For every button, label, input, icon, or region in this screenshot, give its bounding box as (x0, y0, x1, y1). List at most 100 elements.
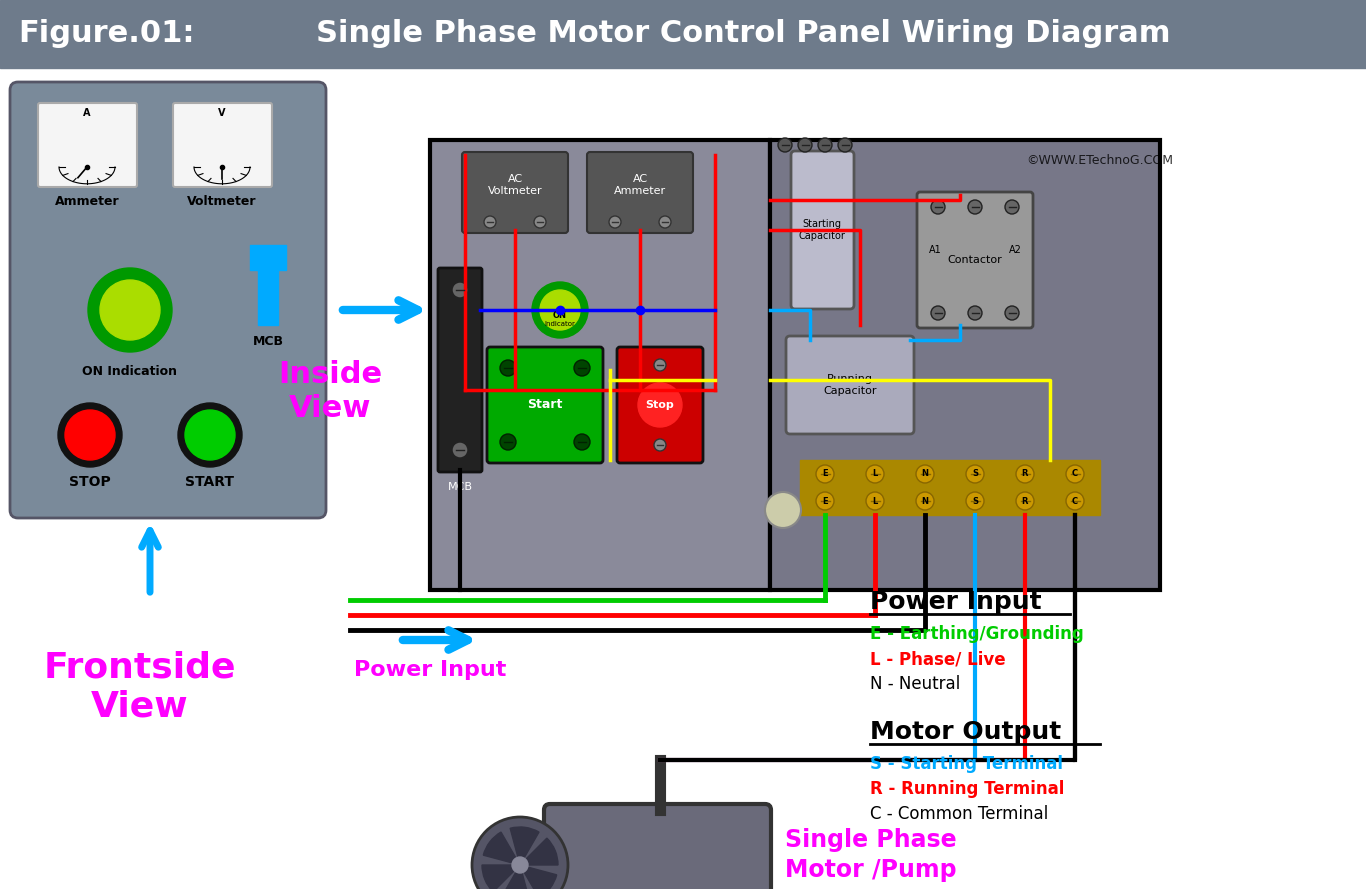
Text: S: S (973, 469, 978, 478)
Text: L - Phase/ Live: L - Phase/ Live (870, 650, 1005, 668)
Text: C: C (1072, 496, 1078, 506)
Circle shape (638, 383, 682, 427)
Text: Power Input: Power Input (354, 660, 507, 680)
Circle shape (1065, 492, 1085, 510)
Wedge shape (482, 865, 520, 889)
Circle shape (966, 465, 984, 483)
Text: S - Starting Terminal: S - Starting Terminal (870, 755, 1063, 773)
Bar (258, 265, 279, 325)
Text: ON Indication: ON Indication (82, 365, 178, 378)
FancyBboxPatch shape (438, 268, 482, 472)
Circle shape (866, 492, 884, 510)
Bar (250, 245, 285, 270)
Text: Start: Start (527, 398, 563, 412)
FancyBboxPatch shape (173, 103, 272, 187)
Circle shape (765, 492, 800, 528)
Circle shape (484, 216, 496, 228)
Circle shape (654, 359, 667, 371)
Text: Stop: Stop (646, 400, 675, 410)
Circle shape (473, 817, 568, 889)
Text: Inside
View: Inside View (277, 360, 382, 422)
Circle shape (932, 200, 945, 214)
FancyBboxPatch shape (10, 82, 326, 518)
Bar (430, 140, 770, 590)
Bar (0, 0, 1366, 68)
Circle shape (917, 492, 934, 510)
FancyBboxPatch shape (38, 103, 137, 187)
Text: A: A (83, 108, 90, 118)
Circle shape (1016, 492, 1034, 510)
Text: Single Phase Motor Control Panel Wiring Diagram: Single Phase Motor Control Panel Wiring … (316, 20, 1171, 49)
Text: R: R (1022, 469, 1029, 478)
Text: A1: A1 (929, 245, 941, 255)
Text: Indicator: Indicator (545, 321, 575, 327)
Circle shape (816, 465, 835, 483)
Circle shape (866, 465, 884, 483)
Circle shape (1005, 306, 1019, 320)
Circle shape (1065, 465, 1085, 483)
FancyBboxPatch shape (587, 152, 693, 233)
FancyBboxPatch shape (785, 336, 914, 434)
Circle shape (87, 268, 172, 352)
Text: ON: ON (553, 310, 567, 319)
Text: Motor Output: Motor Output (870, 720, 1061, 744)
Wedge shape (520, 838, 557, 865)
Circle shape (100, 280, 160, 340)
Circle shape (968, 306, 982, 320)
Text: Power Input: Power Input (870, 590, 1042, 614)
Text: Frontside
View: Frontside View (44, 650, 236, 724)
Text: Ammeter: Ammeter (55, 195, 119, 208)
Text: ©WWW.ETechnoG.COM: ©WWW.ETechnoG.COM (1026, 154, 1173, 166)
Text: N - Neutral: N - Neutral (870, 675, 960, 693)
FancyBboxPatch shape (544, 804, 770, 889)
Text: E: E (822, 496, 828, 506)
Circle shape (837, 138, 852, 152)
Circle shape (816, 492, 835, 510)
Circle shape (654, 439, 667, 451)
FancyBboxPatch shape (617, 347, 703, 463)
Wedge shape (484, 832, 520, 865)
Text: A2: A2 (1008, 245, 1022, 255)
Circle shape (534, 216, 546, 228)
Text: Figure.01:: Figure.01: (18, 20, 194, 49)
Circle shape (57, 403, 122, 467)
Text: S: S (973, 496, 978, 506)
Text: STOP: STOP (70, 475, 111, 489)
Circle shape (512, 857, 529, 873)
Circle shape (968, 200, 982, 214)
Circle shape (798, 138, 811, 152)
Text: L: L (873, 496, 877, 506)
Circle shape (779, 138, 792, 152)
Text: Single Phase
Motor /Pump: Single Phase Motor /Pump (785, 829, 956, 882)
Text: MCB: MCB (253, 335, 284, 348)
Bar (800, 460, 1100, 515)
Text: Voltmeter: Voltmeter (187, 195, 257, 208)
Circle shape (500, 434, 516, 450)
Text: E - Earthing/Grounding: E - Earthing/Grounding (870, 625, 1083, 643)
Text: E: E (822, 469, 828, 478)
Circle shape (540, 290, 581, 330)
Text: R: R (1022, 496, 1029, 506)
Text: C: C (1072, 469, 1078, 478)
Circle shape (66, 410, 115, 460)
Circle shape (917, 465, 934, 483)
Circle shape (531, 282, 587, 338)
Circle shape (1016, 465, 1034, 483)
Wedge shape (510, 827, 540, 865)
Text: Running
Capacitor: Running Capacitor (824, 374, 877, 396)
FancyBboxPatch shape (462, 152, 568, 233)
Text: Contactor: Contactor (948, 255, 1003, 265)
Text: AC
Voltmeter: AC Voltmeter (488, 174, 542, 196)
Circle shape (966, 492, 984, 510)
Text: V: V (219, 108, 225, 118)
Circle shape (609, 216, 622, 228)
FancyBboxPatch shape (791, 151, 854, 309)
Text: N: N (922, 469, 929, 478)
Circle shape (452, 282, 469, 298)
Bar (770, 140, 1160, 590)
Circle shape (452, 442, 469, 458)
Text: C - Common Terminal: C - Common Terminal (870, 805, 1048, 823)
Text: START: START (186, 475, 235, 489)
FancyBboxPatch shape (917, 192, 1033, 328)
Text: MCB: MCB (448, 482, 473, 492)
